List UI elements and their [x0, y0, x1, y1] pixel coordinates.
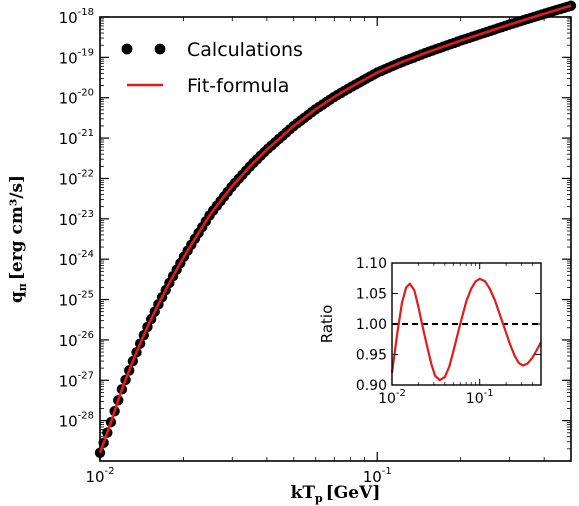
y-tick-label: 10-27: [59, 370, 94, 390]
legend-fit-label: Fit-formula: [187, 75, 289, 97]
calculation-point: [565, 0, 577, 11]
x-axis-label: kTp [GeV]: [291, 483, 381, 505]
inset-ratio-plot: 0.90 0.95 1.00 1.05 1.10 10-2 10-1 Ratio: [318, 256, 542, 407]
inset-series-layer: [390, 277, 542, 382]
y-axis-label: qπ[erg cm³/s]: [7, 175, 29, 303]
y-tick-label: 10-25: [59, 290, 94, 310]
y-tick-label: 10-24: [59, 249, 94, 269]
inset-y-tick-label: 1.05: [356, 287, 387, 303]
main-plot-frame: [99, 16, 572, 462]
main-axis-ticks: 10-2810-2710-2610-2510-2410-2310-2210-21…: [59, 7, 572, 486]
inset-y-tick-label: 1.00: [356, 317, 387, 333]
inset-y-tick-label: 1.10: [356, 256, 387, 272]
ratio-line: [390, 277, 542, 382]
calculation-point: [94, 447, 106, 458]
y-tick-label: 10-26: [59, 330, 94, 350]
y-tick-label: 10-28: [59, 411, 94, 431]
legend-calculations-marker: [121, 43, 133, 55]
x-tick-label: 10-2: [85, 466, 114, 486]
main-series-layer: [94, 0, 577, 458]
y-tick-label: 10-23: [59, 209, 94, 229]
y-tick-label: 10-19: [59, 47, 94, 67]
y-tick-label: 10-18: [59, 7, 94, 27]
y-tick-label: 10-22: [59, 168, 94, 188]
inset-y-tick-label: 0.95: [356, 348, 387, 364]
legend: Calculations Fit-formula: [121, 39, 303, 97]
y-tick-label: 10-20: [59, 88, 94, 108]
inset-x-tick-label: 10-1: [466, 388, 494, 407]
inset-axis-ticks: 0.90 0.95 1.00 1.05 1.10 10-2 10-1: [356, 256, 542, 407]
legend-calculations-label: Calculations: [187, 39, 303, 61]
fit-formula-line: [98, 4, 572, 454]
y-tick-label: 10-21: [59, 128, 94, 148]
inset-y-axis-label: Ratio: [318, 305, 336, 344]
legend-calculations-marker: [154, 43, 166, 55]
inset-y-tick-label: 0.90: [356, 378, 387, 394]
main-plot: 10-2810-2710-2610-2510-2410-2310-2210-21…: [59, 0, 577, 486]
inset-x-tick-label: 10-2: [378, 388, 406, 407]
x-tick-label: 10-1: [363, 466, 392, 486]
